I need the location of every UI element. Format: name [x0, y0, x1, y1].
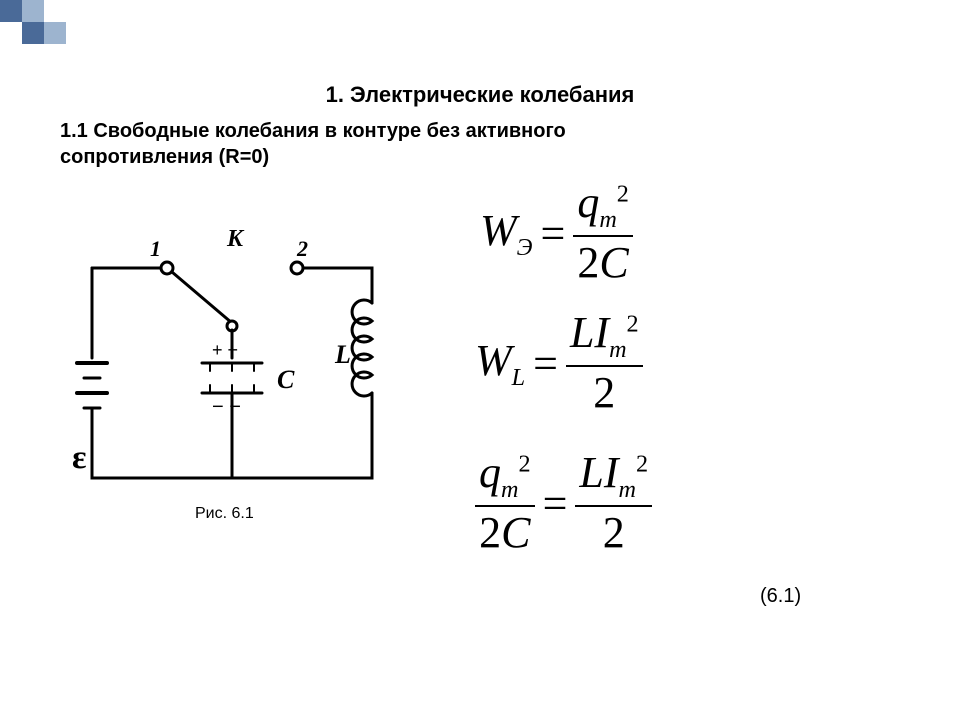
- svg-text:− −: − −: [212, 396, 241, 418]
- label-node-2: 2: [296, 236, 308, 261]
- label-switch-k: K: [226, 226, 245, 252]
- equation-energy-inductor: WL = LIm2 2: [475, 310, 643, 416]
- label-emf: ε: [72, 439, 87, 476]
- equation-energy-conservation: qm2 2C = LIm2 2: [475, 450, 652, 556]
- svg-text:+ +: + +: [212, 340, 238, 360]
- circuit-diagram: + + − − 1 K 2 C L ε: [72, 208, 402, 498]
- figure-caption: Рис. 6.1: [195, 505, 254, 523]
- label-node-1: 1: [150, 236, 161, 261]
- equation-energy-capacitor: WЭ = qm2 2C: [480, 180, 633, 286]
- label-inductor-l: L: [334, 340, 351, 369]
- subsection-heading: 1.1 Свободные колебания в контуре без ак…: [60, 118, 660, 170]
- equation-number: (6.1): [760, 585, 801, 608]
- label-capacitor-c: C: [277, 365, 295, 394]
- section-heading: 1. Электрические колебания: [0, 82, 960, 108]
